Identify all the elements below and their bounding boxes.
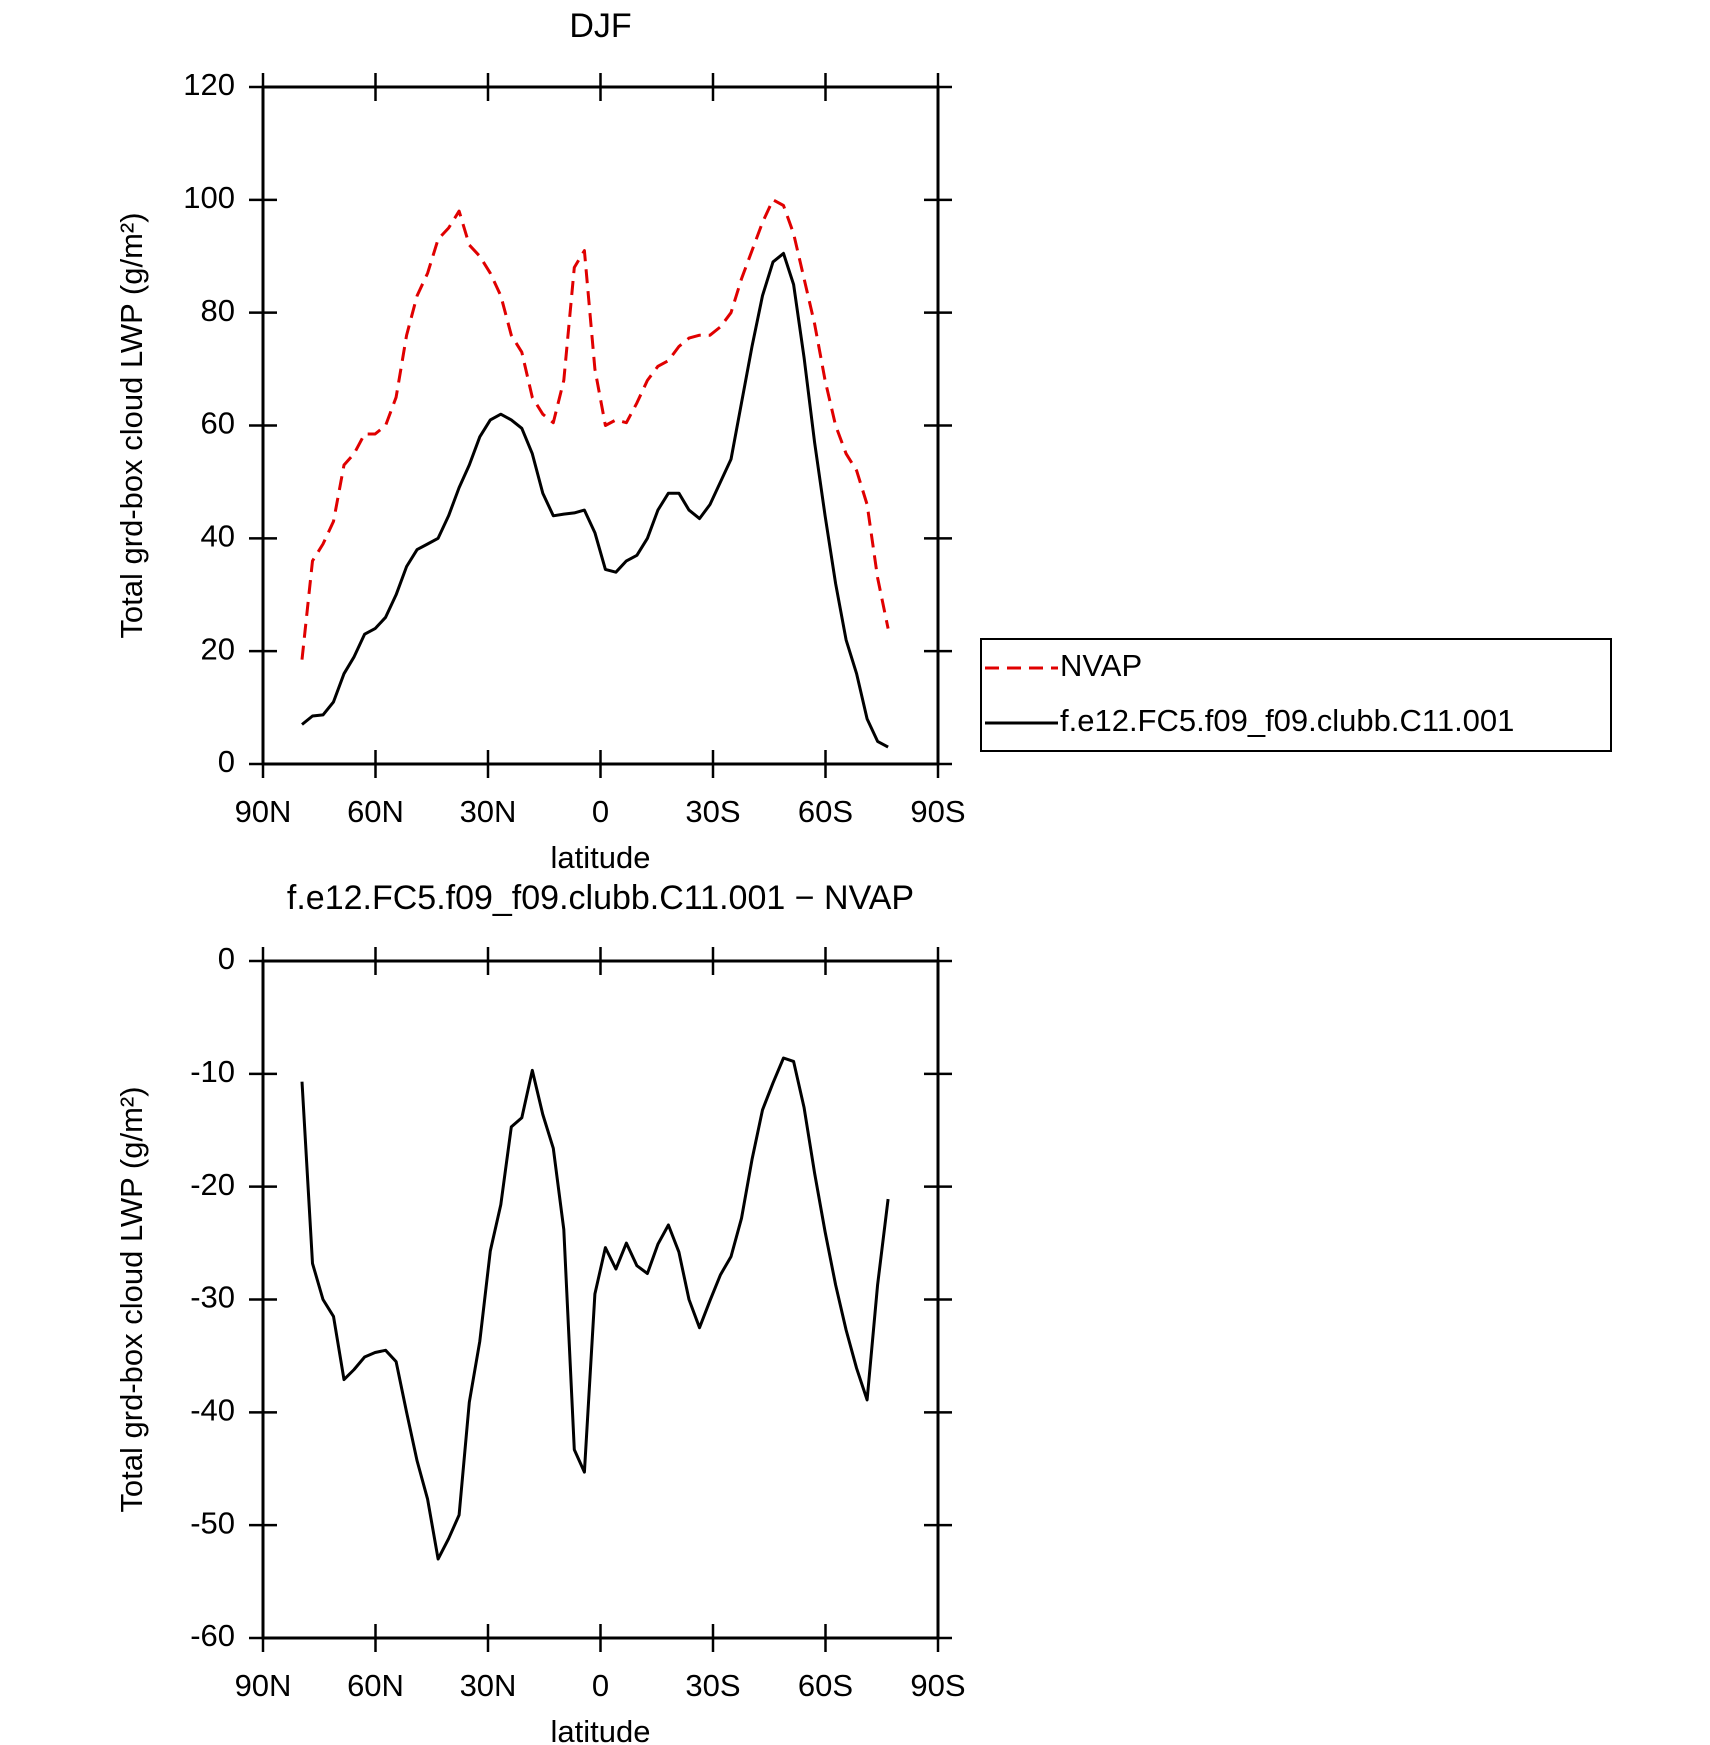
- x-tick-label: 60N: [347, 1668, 404, 1703]
- y-tick-label: 100: [183, 180, 235, 215]
- x-tick-label: 90S: [910, 1668, 965, 1703]
- y-tick-label: -40: [190, 1393, 235, 1428]
- x-tick-label: 90N: [235, 794, 292, 829]
- y-tick-label: 0: [218, 941, 235, 976]
- legend-label: f.e12.FC5.f09_f09.clubb.C11.001: [1060, 703, 1514, 738]
- x-tick-label: 0: [592, 794, 609, 829]
- y-tick-label: 60: [201, 406, 235, 441]
- legend-label: NVAP: [1060, 648, 1142, 683]
- y-tick-label: 120: [183, 67, 235, 102]
- x-tick-label: 30S: [685, 1668, 740, 1703]
- y-tick-label: 20: [201, 631, 235, 666]
- chart-title: DJF: [569, 7, 631, 45]
- legend-box: [980, 638, 1612, 752]
- plot-frame: [261, 85, 940, 766]
- plot-frame: [261, 959, 940, 1640]
- data-line: [300, 198, 890, 660]
- x-tick-label: 90N: [235, 1668, 292, 1703]
- y-tick-label: -20: [190, 1167, 235, 1202]
- y-tick-label: -30: [190, 1280, 235, 1315]
- y-tick-label: 0: [218, 744, 235, 779]
- x-axis-label: latitude: [551, 1714, 651, 1745]
- y-tick-label: 40: [201, 519, 235, 554]
- y-tick-label: 80: [201, 293, 235, 328]
- y-tick-label: -60: [190, 1618, 235, 1653]
- x-tick-label: 30N: [460, 1668, 517, 1703]
- y-tick-label: -10: [190, 1054, 235, 1089]
- x-tick-label: 30N: [460, 794, 517, 829]
- x-axis-label: latitude: [551, 840, 651, 875]
- y-tick-label: -50: [190, 1505, 235, 1540]
- x-tick-label: 60S: [798, 794, 853, 829]
- data-line: [300, 1056, 890, 1561]
- x-tick-label: 30S: [685, 794, 740, 829]
- x-tick-label: 60S: [798, 1668, 853, 1703]
- x-tick-label: 90S: [910, 794, 965, 829]
- y-axis-label: Total grd-box cloud LWP (g/m²): [114, 1086, 149, 1512]
- x-tick-label: 0: [592, 1668, 609, 1703]
- x-tick-label: 60N: [347, 794, 404, 829]
- y-axis-label: Total grd-box cloud LWP (g/m²): [114, 212, 149, 638]
- data-line: [301, 251, 889, 749]
- chart-title: f.e12.FC5.f09_f09.clubb.C11.001 − NVAP: [287, 879, 914, 917]
